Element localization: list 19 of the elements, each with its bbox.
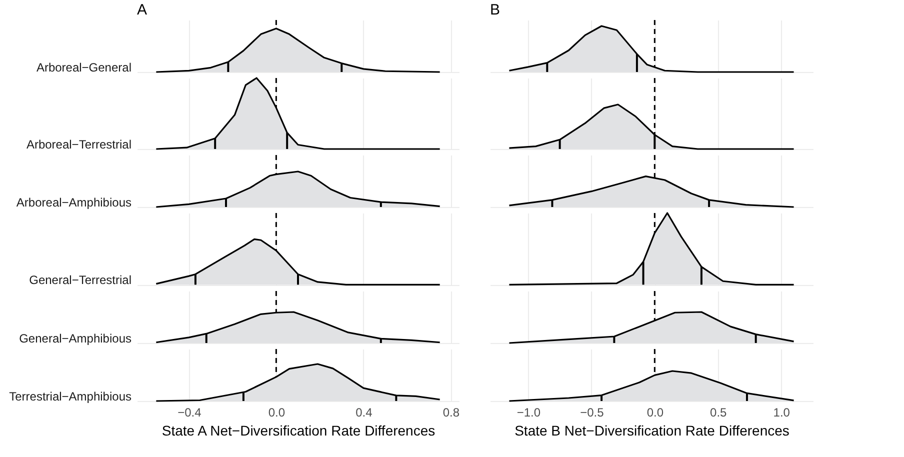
- x-tick-label: 0.5: [710, 406, 728, 420]
- chart-title: B: [490, 1, 500, 18]
- x-tick-label: 0.0: [268, 406, 286, 420]
- text: Arboreal−Terrestrial: [26, 138, 132, 152]
- text: Terrestrial−Amphibious: [9, 390, 132, 404]
- x-tick-label: −1.0: [516, 406, 541, 420]
- text: Arboreal−General: [36, 60, 132, 74]
- x-tick-label: 0.4: [356, 406, 373, 420]
- x-tick-label: 0.0: [646, 406, 664, 420]
- x-tick-label: 0.8: [442, 406, 460, 420]
- text: Arboreal−Amphibious: [16, 196, 132, 210]
- x-tick-label: 1.0: [773, 406, 790, 420]
- x-axis-title: State B Net−Diversification Rate Differences: [514, 422, 790, 438]
- x-axis-title: State A Net−Diversification Rate Differences: [162, 422, 436, 438]
- x-tick-label: −0.4: [178, 406, 202, 420]
- x-tick-label: −0.5: [580, 406, 604, 420]
- text: General−Terrestrial: [29, 273, 132, 288]
- chart-title: A: [137, 1, 148, 18]
- text: General−Amphibious: [19, 332, 132, 346]
